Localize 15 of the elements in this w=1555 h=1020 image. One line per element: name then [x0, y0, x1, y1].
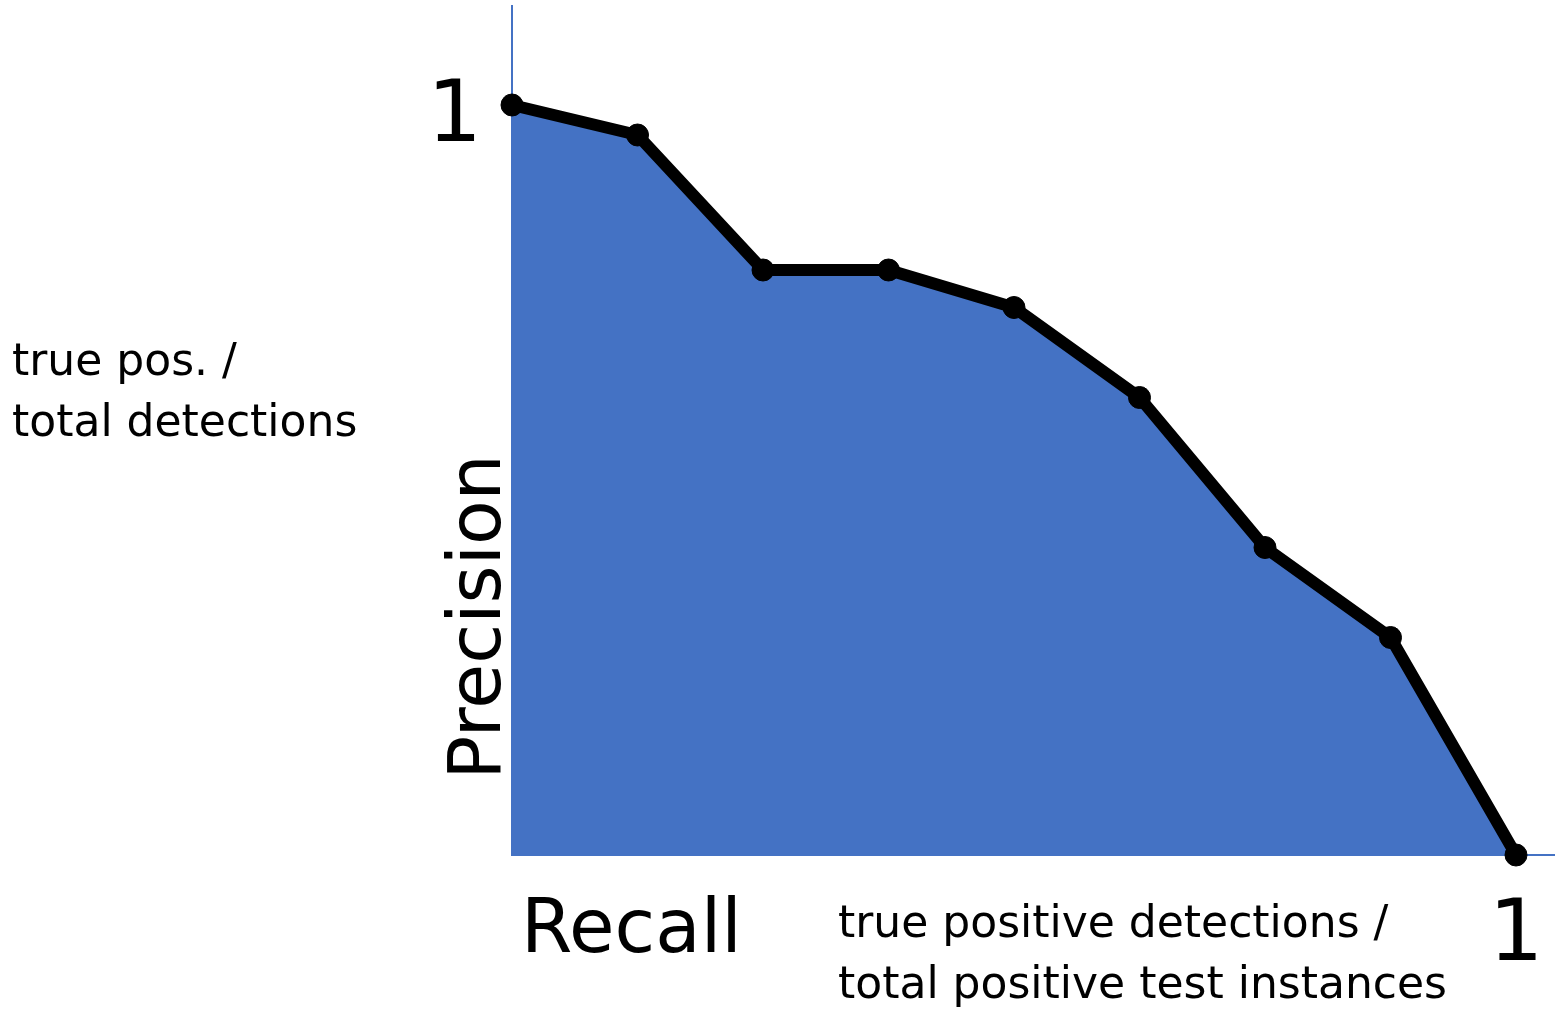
- text: 1: [1488, 880, 1544, 980]
- point: [1379, 626, 1402, 649]
- point: [1002, 296, 1026, 319]
- point: [1504, 843, 1528, 867]
- point: [500, 93, 524, 117]
- point: [1253, 536, 1277, 559]
- point: [751, 258, 775, 282]
- y-axis-title: Precision: [431, 454, 517, 780]
- point: [877, 258, 900, 282]
- text: true pos. / total detections: [12, 333, 358, 448]
- text: 1: [427, 61, 482, 161]
- point: [1128, 386, 1151, 409]
- text: true positive detections / total positive test instances: [838, 895, 1447, 1010]
- x-axis-title: Recall: [521, 883, 742, 969]
- point: [626, 123, 649, 147]
